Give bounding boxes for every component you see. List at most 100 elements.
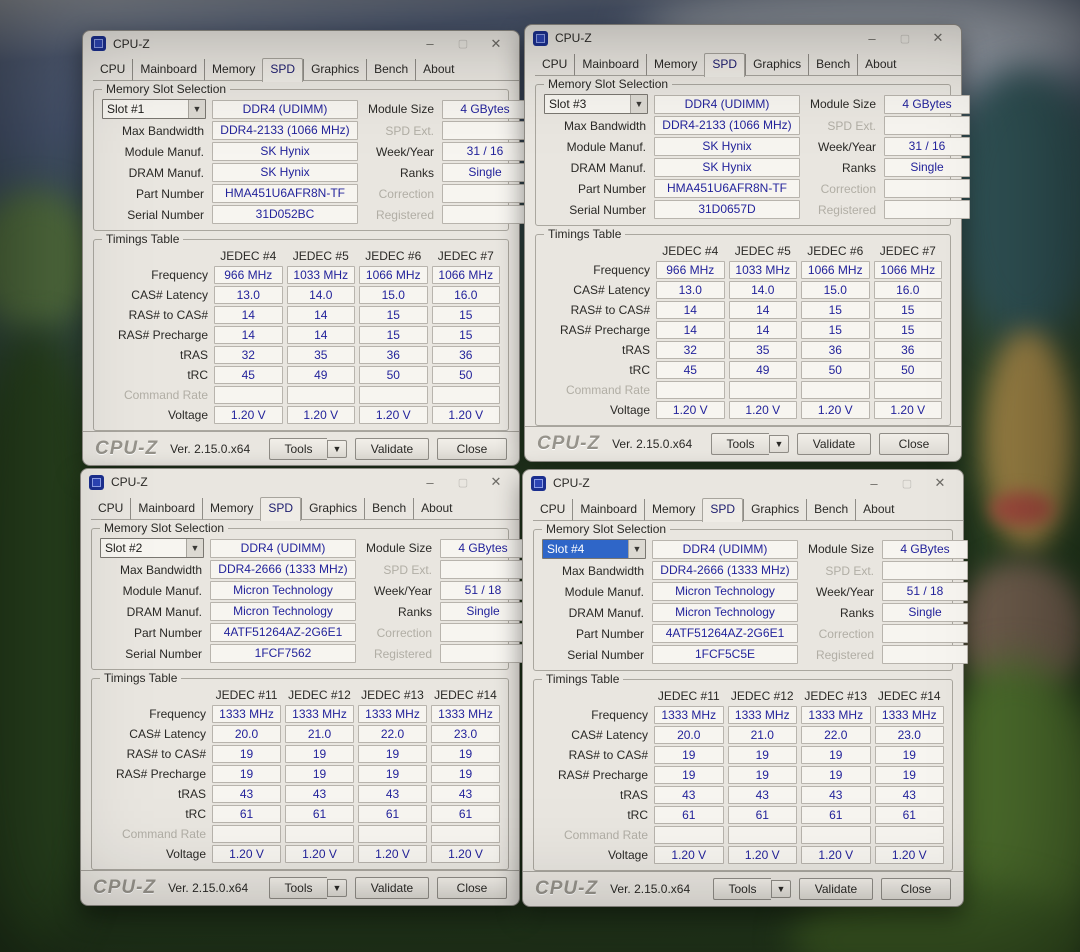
tab-memory[interactable]: Memory [204,59,263,82]
tab-bench[interactable]: Bench [808,54,858,77]
slot-dropdown[interactable]: Slot #4 ▼ [542,539,646,560]
tab-graphics[interactable]: Graphics [745,54,809,77]
tab-about[interactable]: About [415,59,462,82]
tab-mainboard[interactable]: Mainboard [572,499,645,522]
serial-number-field: 1FCF5C5E [652,645,798,665]
tab-cpu[interactable]: CPU [91,498,131,521]
tools-dropdown-arrow-icon[interactable]: ▼ [771,880,791,899]
tab-cpu[interactable]: CPU [93,59,133,82]
slot-dropdown[interactable]: Slot #2 ▼ [100,538,204,559]
tab-mainboard[interactable]: Mainboard [130,498,203,521]
cpuz-app-icon [91,36,106,52]
frequency-cell: 1333 MHz [431,705,500,724]
close-icon[interactable]: ✕ [490,35,502,51]
tab-about[interactable]: About [855,499,902,522]
tools-button[interactable]: Tools [269,437,327,460]
tab-about[interactable]: About [413,498,460,521]
module-manuf-label: Module Manuf. [124,144,204,159]
cpuz-app-icon [533,30,548,46]
cpuz-window: CPU-Z – ▢ ✕ CPU Mainboard Memory SPD Gra… [524,24,970,462]
tab-memory[interactable]: Memory [646,54,705,77]
tab-memory[interactable]: Memory [202,498,261,521]
tools-dropdown-arrow-icon[interactable]: ▼ [327,439,347,458]
chevron-down-icon[interactable]: ▼ [630,95,647,114]
tab-graphics[interactable]: Graphics [303,59,367,82]
close-icon[interactable]: ✕ [932,30,944,46]
tab-about[interactable]: About [857,54,904,77]
spd-ext-label: SPD Ext. [383,562,432,577]
chevron-down-icon[interactable]: ▼ [628,540,645,559]
validate-button[interactable]: Validate [355,877,429,900]
chevron-down-icon[interactable]: ▼ [188,100,205,119]
correction-field [442,184,528,204]
tab-bench[interactable]: Bench [806,499,856,522]
tools-dropdown-arrow-icon[interactable]: ▼ [769,435,789,454]
correction-label: Correction [376,625,432,640]
frequency-cell: 1066 MHz [873,261,942,280]
voltage-cell: 1.20 V [727,846,797,865]
module-size-field: 4 GBytes [442,99,528,119]
ras-precharge-row-label: RAS# Precharge [115,767,206,782]
tab-mainboard[interactable]: Mainboard [574,54,647,77]
minimize-button[interactable]: – [426,36,434,52]
week-year-label: Week/Year [375,144,434,159]
voltage-cell: 1.20 V [212,845,281,864]
maximize-button[interactable]: ▢ [457,38,469,51]
part-number-label: Part Number [577,181,646,196]
ras-precharge-cell: 19 [727,766,797,785]
maximize-button[interactable]: ▢ [899,32,911,45]
frequency-row-label: Frequency [149,707,206,722]
tab-graphics[interactable]: Graphics [301,498,365,521]
close-button[interactable]: Close [437,877,507,900]
close-button[interactable]: Close [881,878,951,901]
tab-memory[interactable]: Memory [644,499,703,522]
minimize-button[interactable]: – [868,30,876,46]
tab-cpu[interactable]: CPU [533,499,573,522]
ras-to-cas-cell: 15 [873,301,942,320]
ras-precharge-row-label: RAS# Precharge [559,323,650,338]
chevron-down-icon[interactable]: ▼ [186,539,203,558]
minimize-button[interactable]: – [426,474,434,490]
close-button[interactable]: Close [879,433,949,456]
jedec-col-header: JEDEC #5 [292,249,349,264]
command-rate-cell [801,381,870,400]
tab-cpu[interactable]: CPU [535,54,575,77]
command-rate-cell [431,825,500,844]
tools-dropdown-arrow-icon[interactable]: ▼ [327,879,347,898]
tab-spd[interactable]: SPD [702,498,744,523]
week-year-field: 31 / 16 [884,137,970,157]
slot-dropdown[interactable]: Slot #1 ▼ [102,99,206,120]
tab-bench[interactable]: Bench [366,59,416,82]
ras-to-cas-cell: 19 [431,745,500,764]
tab-spd[interactable]: SPD [262,58,304,83]
ras-to-cas-cell: 14 [214,306,283,325]
jedec-col-header: JEDEC #14 [434,688,497,703]
tab-spd[interactable]: SPD [704,53,746,78]
ras-precharge-cell: 15 [801,321,870,340]
maximize-button[interactable]: ▢ [901,477,913,490]
ranks-label: Ranks [399,165,434,180]
validate-button[interactable]: Validate [355,437,429,460]
slot-dropdown[interactable]: Slot #3 ▼ [544,94,648,115]
frequency-cell: 1066 MHz [359,266,428,285]
frequency-row-label: Frequency [151,268,208,283]
tab-spd[interactable]: SPD [260,497,302,522]
tab-filler [461,80,519,82]
minimize-button[interactable]: – [870,475,878,491]
cas-latency-row-label: CAS# Latency [131,288,208,303]
tab-graphics[interactable]: Graphics [743,499,807,522]
serial-number-label: Serial Number [569,202,646,217]
close-button[interactable]: Close [437,437,507,460]
tools-button[interactable]: Tools [269,877,327,900]
dram-manuf-field: SK Hynix [212,163,358,183]
close-icon[interactable]: ✕ [490,474,502,490]
tab-bench[interactable]: Bench [364,498,414,521]
close-icon[interactable]: ✕ [934,475,946,491]
tab-mainboard[interactable]: Mainboard [132,59,205,82]
maximize-button[interactable]: ▢ [457,476,469,489]
tools-button[interactable]: Tools [711,433,769,456]
tools-button[interactable]: Tools [713,878,771,901]
validate-button[interactable]: Validate [797,433,871,456]
spd-ext-label: SPD Ext. [825,563,874,578]
validate-button[interactable]: Validate [799,878,873,901]
